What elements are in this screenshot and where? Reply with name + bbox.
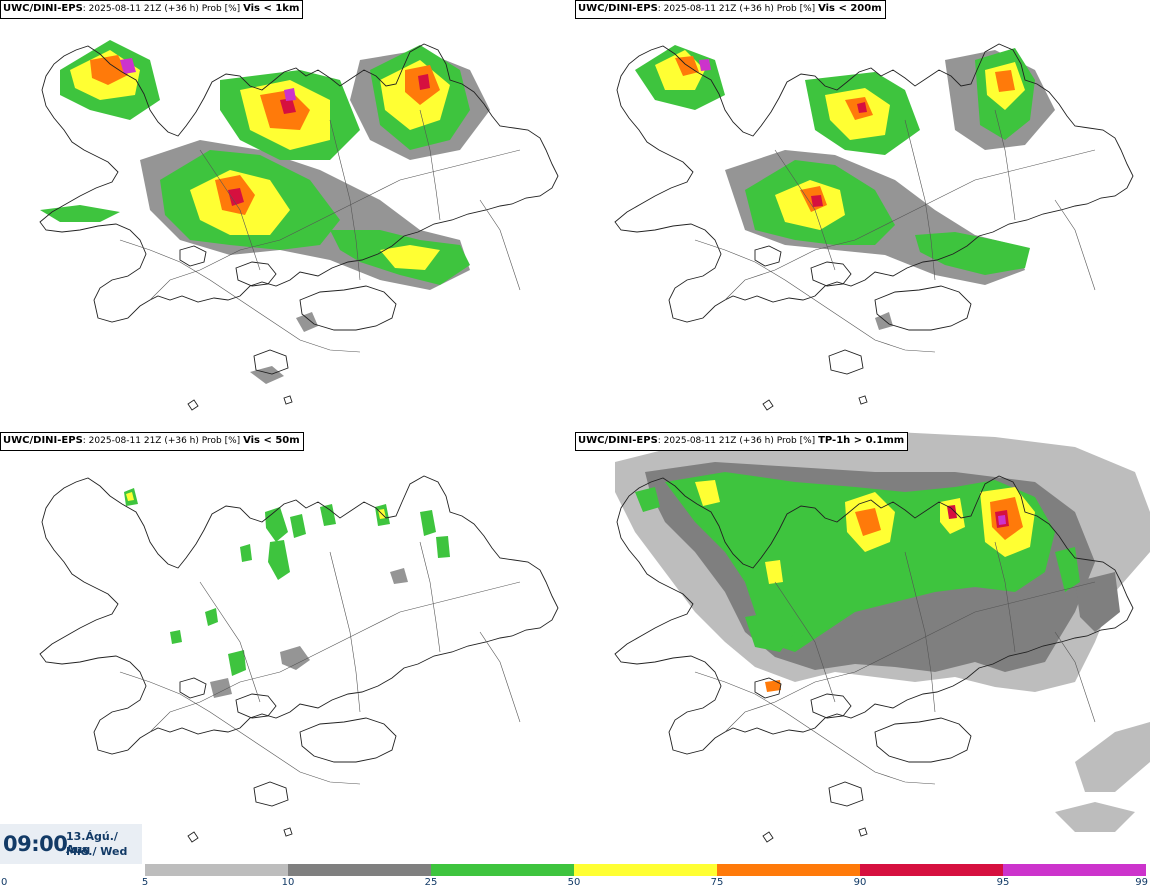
valid-time-clock: 09:00	[3, 832, 68, 856]
probability-map-tp-1h	[614, 432, 1150, 843]
colorbar-tick-label: 90	[853, 877, 867, 888]
run-info: 2025-08-11 21Z (+36 h) Prob [%]	[663, 4, 816, 14]
colorbar-segment	[717, 864, 860, 876]
run-info: 2025-08-11 21Z (+36 h) Prob [%]	[88, 436, 241, 446]
map-panel-tp-1h: UWC/DINI-EPS: 2025-08-11 21Z (+36 h) Pro…	[575, 432, 1150, 862]
map-panel-vis-200m: UWC/DINI-EPS: 2025-08-11 21Z (+36 h) Pro…	[575, 0, 1150, 430]
variable-label: Vis < 1km	[243, 3, 300, 14]
colorbar-tick-label: 5	[141, 877, 149, 888]
panel-title: UWC/DINI-EPS: 2025-08-11 21Z (+36 h) Pro…	[575, 432, 909, 451]
colorbar-segment	[1003, 864, 1146, 876]
variable-label: Vis < 200m	[818, 3, 882, 14]
map-panel-vis-1km: UWC/DINI-EPS: 2025-08-11 21Z (+36 h) Pro…	[0, 0, 575, 430]
panel-title: UWC/DINI-EPS: 2025-08-11 21Z (+36 h) Pro…	[0, 432, 304, 451]
probability-colorbar: 0 5 10 25 50 75 90 95 99	[0, 862, 1150, 891]
colorbar-segment	[145, 864, 288, 876]
colorbar-tick-label: 95	[996, 877, 1010, 888]
colorbar-segment	[431, 864, 574, 876]
colorbar-tick-label: 10	[281, 877, 295, 888]
model-source: UWC/DINI-EPS	[3, 3, 83, 14]
colorbar-segment	[574, 864, 717, 876]
model-source: UWC/DINI-EPS	[578, 435, 658, 446]
run-info: 2025-08-11 21Z (+36 h) Prob [%]	[88, 4, 241, 14]
probability-map-vis-50m	[39, 475, 559, 843]
map-panel-vis-50m: UWC/DINI-EPS: 2025-08-11 21Z (+36 h) Pro…	[0, 432, 575, 862]
valid-date-line1: 13.Ágú./ Aug	[66, 830, 118, 856]
colorbar-tick-label: 75	[710, 877, 724, 888]
panel-title: UWC/DINI-EPS: 2025-08-11 21Z (+36 h) Pro…	[575, 0, 886, 19]
panel-title: UWC/DINI-EPS: 2025-08-11 21Z (+36 h) Pro…	[0, 0, 304, 19]
colorbar-tick-label: 99	[1135, 877, 1148, 888]
valid-time-box: 09:00 13.Ágú./ Aug Mið./ Wed	[0, 824, 142, 864]
probability-map-vis-1km	[39, 40, 559, 411]
run-info: 2025-08-11 21Z (+36 h) Prob [%]	[663, 436, 816, 446]
colorbar-segment	[288, 864, 431, 876]
variable-label: Vis < 50m	[243, 435, 300, 446]
probability-map-vis-200m	[614, 43, 1134, 411]
valid-date-line2: Mið./ Wed	[66, 845, 128, 858]
colorbar-tick-label: 50	[567, 877, 581, 888]
model-source: UWC/DINI-EPS	[578, 3, 658, 14]
colorbar-segment	[860, 864, 1003, 876]
colorbar-tick-label: 25	[424, 877, 438, 888]
colorbar-tick-label: 0	[1, 877, 8, 888]
variable-label: TP-1h > 0.1mm	[818, 435, 905, 446]
model-source: UWC/DINI-EPS	[3, 435, 83, 446]
